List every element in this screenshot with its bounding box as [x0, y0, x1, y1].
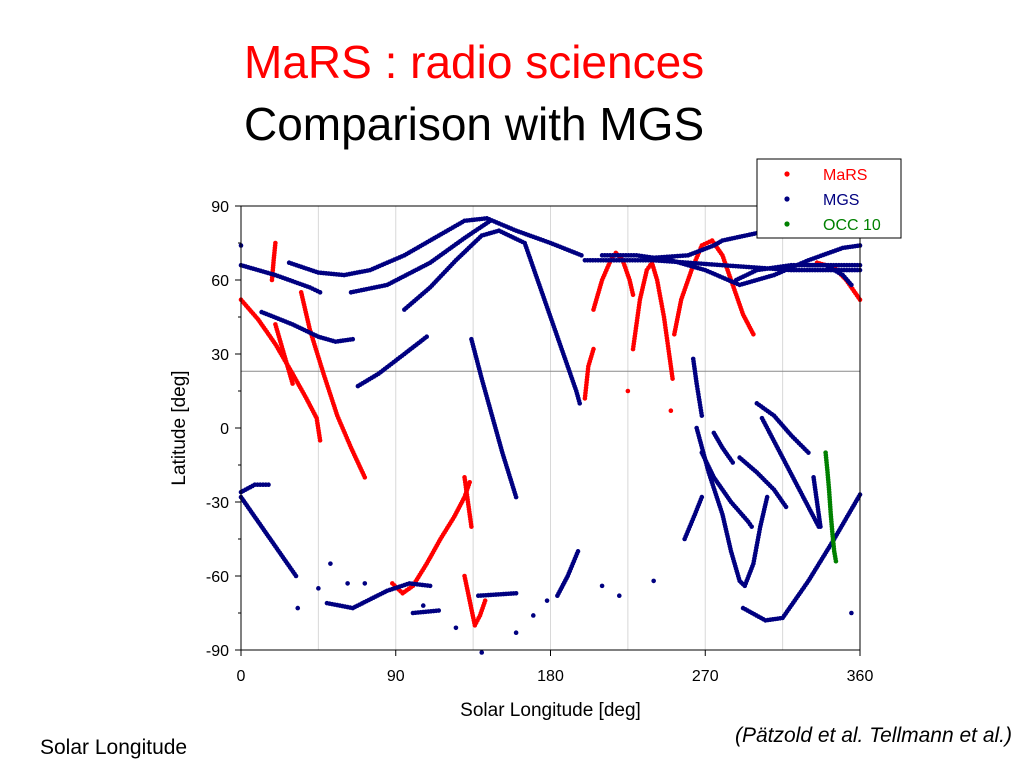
data-point — [316, 586, 321, 591]
data-point — [479, 650, 485, 655]
data-point — [849, 610, 854, 616]
data-point — [350, 336, 356, 342]
data-point — [751, 331, 756, 337]
legend-label: OCC 10 — [823, 217, 881, 234]
data-point — [467, 479, 472, 485]
y-axis-label: Latitude [deg] — [169, 370, 190, 485]
data-point — [699, 413, 705, 418]
legend: MaRS MGS OCC 10 — [756, 158, 902, 239]
footnote: Solar Longitude — [40, 736, 188, 759]
data-point — [730, 460, 736, 465]
data-point — [482, 598, 488, 603]
data-point — [579, 253, 584, 258]
data-point — [453, 625, 459, 631]
data-point — [806, 450, 811, 455]
legend-box — [756, 158, 902, 239]
data-point — [651, 578, 656, 584]
y-tick-label: 0 — [220, 421, 229, 438]
x-tick-label: 90 — [387, 668, 405, 685]
x-axis-label: Solar Longitude [deg] — [460, 700, 641, 721]
data-point — [328, 561, 333, 566]
data-point — [599, 583, 605, 589]
data-point — [575, 549, 581, 554]
data-point — [424, 334, 430, 340]
data-point — [427, 583, 433, 589]
data-point — [436, 608, 442, 613]
x-tick-label: 180 — [537, 668, 564, 685]
legend-marker — [784, 196, 790, 202]
data-point — [783, 504, 789, 510]
data-point — [668, 408, 674, 414]
data-point — [591, 346, 596, 352]
y-tick-label: 30 — [211, 347, 229, 364]
legend-label: MaRS — [823, 167, 867, 184]
legend-items: MaRS MGS OCC 10 — [784, 167, 881, 234]
data-point — [295, 605, 301, 611]
y-tick-label: 60 — [211, 273, 229, 290]
legend-marker — [784, 171, 790, 177]
data-point — [699, 494, 705, 500]
data-point — [764, 494, 770, 500]
data-point — [616, 593, 622, 599]
data-point — [749, 524, 754, 529]
y-tick-label: 90 — [211, 199, 229, 216]
data-point — [345, 581, 350, 586]
data-point — [513, 590, 519, 596]
data-point — [290, 381, 295, 386]
slide-subtitle: Comparison with MGS — [244, 98, 705, 150]
axis-ticks: 0 90 180 270 360 90 60 30 0 -30 -60 -90 — [206, 199, 874, 685]
x-tick-label: 0 — [237, 668, 246, 685]
data-point — [362, 475, 368, 480]
data-point — [362, 581, 368, 586]
data-point — [469, 524, 474, 529]
data-point — [670, 376, 675, 381]
legend-marker — [784, 221, 790, 227]
data-series — [238, 216, 863, 655]
series-occ-10 — [823, 450, 839, 564]
data-point — [293, 573, 299, 579]
legend-label: MGS — [823, 192, 859, 209]
data-point — [273, 240, 278, 246]
y-tick-label: -30 — [206, 495, 229, 512]
x-tick-label: 270 — [692, 668, 719, 685]
data-point — [849, 282, 854, 288]
y-tick-label: -90 — [206, 643, 229, 660]
data-point — [317, 438, 323, 443]
series-mgs — [238, 216, 863, 655]
citation: (Pätzold et al. Tellmann et al.) — [734, 724, 1012, 747]
data-point — [630, 292, 636, 298]
data-point — [818, 524, 823, 529]
data-point — [544, 598, 550, 603]
data-point — [317, 290, 323, 295]
data-point — [833, 558, 839, 564]
data-point — [513, 630, 519, 636]
data-point — [625, 388, 631, 394]
data-point — [513, 494, 519, 500]
data-point — [577, 401, 583, 406]
data-point — [266, 482, 271, 488]
y-tick-label: -60 — [206, 569, 229, 586]
data-point — [420, 603, 426, 608]
slide-title: MaRS : radio sciences — [244, 36, 705, 88]
data-point — [488, 218, 493, 224]
data-point — [531, 613, 536, 618]
x-tick-label: 360 — [847, 668, 874, 685]
